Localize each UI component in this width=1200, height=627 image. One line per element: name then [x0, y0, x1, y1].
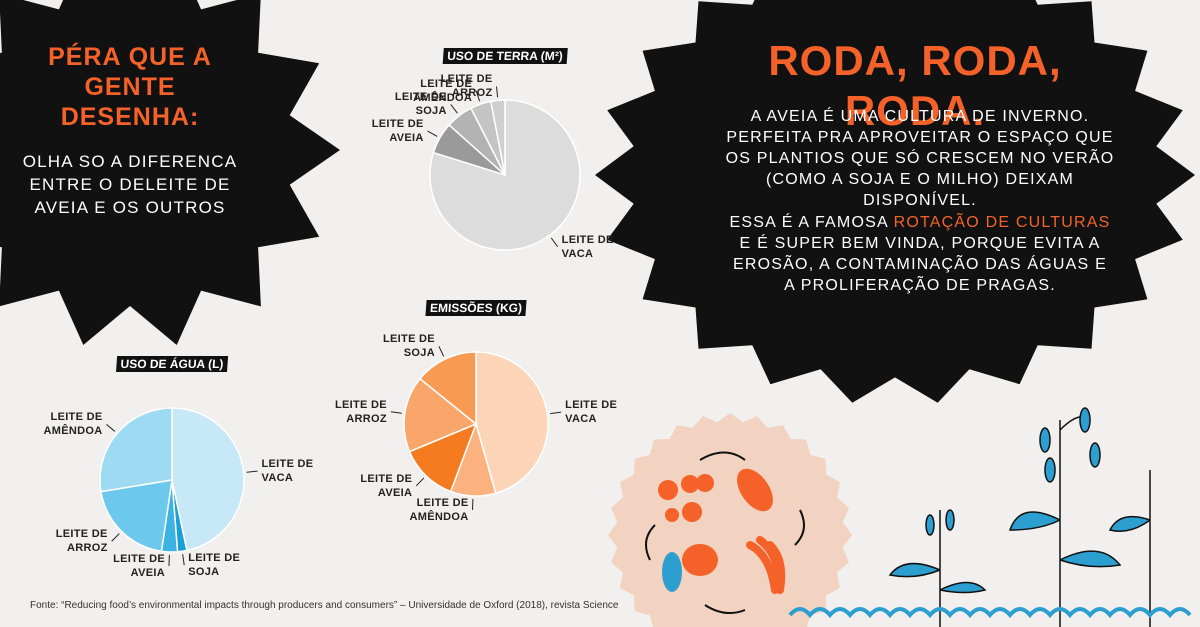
- slice-label: LEITE DE AVEIA: [371, 118, 424, 144]
- plants: [788, 407, 1192, 627]
- highlight: ROTAÇÃO DE CULTURAS: [893, 214, 1111, 231]
- slice-label: LEITE DE VACA: [261, 458, 314, 485]
- text: E É SUPER BEM VINDA, PORQUE EVITA A EROS…: [733, 235, 1107, 294]
- leader-line: [475, 90, 481, 102]
- leader-line: [450, 104, 458, 114]
- chart-title: EMISSÕES (KG): [425, 300, 527, 316]
- left-text: OLHA SO A DIFERENCA ENTRE O DELEITE DE A…: [22, 152, 238, 217]
- slice-label: LEITE DE AVEIA: [113, 552, 165, 579]
- slice-label: LEITE DE ARROZ: [334, 398, 387, 425]
- pie-slice: [429, 99, 581, 251]
- slice-label: LEITE DE ARROZ: [55, 528, 108, 555]
- chart-title: USO DE ÁGUA (L): [115, 356, 229, 372]
- slice-label: LEITE DE SOJA: [383, 333, 435, 360]
- slice-label: LEITE DE AMÊNDOA: [43, 411, 103, 438]
- slice-label: LEITE DE ARROZ: [440, 73, 493, 100]
- slice-label: LEITE DE AMÊNDOA: [413, 77, 473, 104]
- slice-label: LEITE DE SOJA: [188, 552, 241, 579]
- rotation-circle: [630, 435, 830, 627]
- pie-slice: [171, 407, 245, 552]
- leader-line: [111, 533, 120, 542]
- leader-line: [550, 237, 559, 248]
- pie-slice: [408, 422, 478, 493]
- leader-line: [496, 86, 499, 98]
- leader-line: [246, 470, 258, 473]
- left-heading: PÉRA QUE A GENTE DESENHA:: [48, 43, 212, 131]
- leader-line: [550, 411, 562, 415]
- pie-slice: [418, 351, 477, 426]
- slice-label: LEITE DE VACA: [561, 233, 614, 260]
- leader-line: [182, 554, 185, 566]
- pie-slice: [403, 377, 478, 453]
- leader-line: [390, 411, 402, 414]
- slice-label: LEITE DE VACA: [565, 399, 618, 426]
- pie-slice: [475, 351, 549, 495]
- slice-label: LEITE DE AVEIA: [360, 472, 413, 499]
- leader-line: [106, 423, 116, 432]
- pie-slice: [489, 99, 506, 176]
- text: ESSA É A FAMOSA: [729, 214, 888, 231]
- slice-label: LEITE DE AMÊNDOA: [409, 496, 469, 523]
- leader-line: [438, 346, 445, 357]
- pie-slice: [100, 479, 173, 553]
- right-paragraph-1: A AVEIA É UMA CULTURA DE INVERNO. PERFEI…: [725, 108, 1115, 209]
- source: Fonte: “Reducing food’s environmental im…: [30, 600, 619, 611]
- pie-slice: [99, 407, 173, 493]
- slice-label: LEITE DE SOJA: [394, 91, 447, 118]
- leader-line: [415, 477, 425, 487]
- right-heading: RODA, RODA, RODA.: [768, 37, 1062, 134]
- right-paragraph-2: ESSA É A FAMOSA ROTAÇÃO DE CULTURAS E É …: [725, 212, 1115, 296]
- starburst: [0, 0, 340, 345]
- chart-title: USO DE TERRA (M²): [442, 48, 568, 64]
- leader-line: [427, 130, 438, 137]
- vegetables: [645, 451, 805, 615]
- starburst: [595, 0, 1195, 403]
